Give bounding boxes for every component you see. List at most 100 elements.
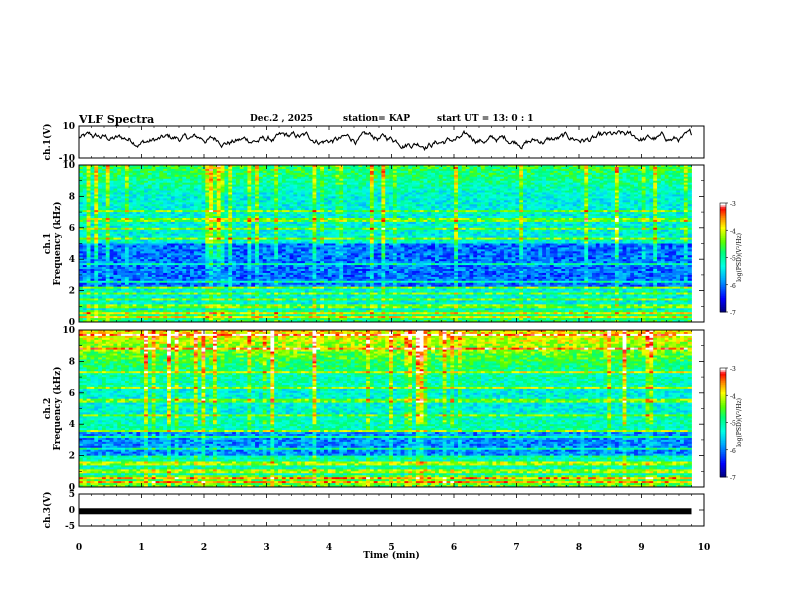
spectrogram-cell [101, 267, 107, 270]
spectrogram-cell [128, 206, 133, 209]
spectrogram-cell [117, 172, 122, 176]
spectrogram-cell [90, 243, 95, 246]
spectrogram-cell [128, 235, 133, 239]
spectrogram-cell [82, 176, 88, 180]
spectrogram-cell [98, 284, 103, 288]
spectrogram-cell [117, 247, 122, 250]
spectrogram-cell [79, 304, 84, 307]
spectrogram-cell [82, 200, 88, 203]
spectrogram-cell [147, 165, 153, 168]
spectrogram-cell [124, 214, 130, 217]
spectrogram-cell [121, 290, 126, 293]
spectrogram-cell [124, 314, 130, 317]
spectrogram-cell [101, 269, 107, 272]
spectrogram-cell [144, 212, 149, 215]
spectrogram-cell [90, 318, 95, 321]
spectrogram-cell [144, 269, 149, 272]
spectrogram-cell [159, 223, 164, 227]
spectrogram-cell [124, 239, 130, 242]
spectrogram-cell [121, 251, 126, 254]
spectrogram-cell [128, 318, 133, 321]
spectrogram-cell [136, 267, 141, 270]
spectrogram-cell [144, 274, 149, 278]
spectrogram-cell [121, 270, 126, 274]
spectrogram-cell [159, 241, 164, 244]
spectrogram-cell [147, 194, 153, 197]
spectrogram-cell [79, 253, 84, 256]
spectrogram-cell [128, 170, 133, 174]
spectrogram-cell [132, 172, 137, 176]
spectrogram-cell [90, 229, 95, 233]
spectrogram-cell [147, 186, 153, 189]
spectrogram-cell [86, 259, 91, 262]
spectrogram-cell [105, 292, 111, 295]
spectrogram-cell [90, 188, 95, 191]
spectrogram-cell [105, 192, 111, 195]
spectrogram-cell [98, 221, 103, 225]
spectrogram-cell [140, 219, 145, 223]
spectrogram-cell [144, 170, 149, 174]
spectrogram-cell [121, 302, 126, 305]
spectrogram-cell [140, 320, 145, 323]
spectrogram-cell [86, 239, 91, 242]
spectrogram-cell [82, 284, 88, 288]
spectrogram-cell [109, 198, 114, 201]
spectrogram-cell [147, 280, 153, 284]
spectrogram-cell [155, 308, 160, 311]
spectrogram-cell [79, 243, 84, 246]
spectrogram-cell [128, 296, 133, 299]
spectrogram-cell [124, 186, 130, 189]
spectrogram-cell [140, 296, 145, 299]
spectrogram-cell [105, 251, 111, 254]
spectrogram-cell [147, 272, 153, 276]
spectrogram-cell [128, 272, 133, 276]
spectrogram-cell [121, 225, 126, 229]
spectrogram-cell [151, 318, 156, 321]
spectrogram-cell [113, 172, 118, 176]
spectrogram-cell [105, 198, 111, 201]
spectrogram-cell [101, 253, 107, 256]
spectrogram-cell [94, 237, 99, 240]
spectrogram-cell [124, 190, 130, 193]
spectrogram-cell [128, 282, 133, 286]
spectrogram-cell [94, 249, 99, 252]
spectrogram-cell [147, 217, 153, 221]
spectrogram-cell [151, 257, 156, 260]
spectrogram-cell [90, 172, 95, 176]
spectrogram-cell [159, 249, 164, 252]
spectrogram-cell [155, 312, 160, 315]
spectrogram-cell [140, 292, 145, 295]
spectrogram-cell [124, 265, 130, 268]
spectrogram-cell [94, 219, 99, 223]
spectrogram-cell [79, 265, 84, 268]
spectrogram-cell [105, 320, 111, 323]
chart-title: VLF Spectra [79, 113, 154, 126]
spectrogram-cell [113, 257, 118, 260]
spectrogram-cell [151, 166, 156, 170]
spectrogram-cell [117, 210, 122, 213]
spectrogram-cell [140, 204, 145, 207]
spectrogram-cell [98, 176, 103, 180]
spectrogram-cell [124, 249, 130, 252]
spectrogram-cell [101, 206, 107, 209]
spectrogram-cell [121, 194, 126, 197]
spectrogram-cell [98, 245, 103, 248]
spectrogram-cell [90, 216, 95, 219]
spectrogram-cell [105, 316, 111, 319]
spectrogram-cell [124, 276, 130, 280]
spectrogram-cell [90, 255, 95, 258]
spectrogram-cell [147, 261, 153, 264]
spectrogram-cell [101, 292, 107, 295]
spectrogram-cell [136, 278, 141, 282]
spectrogram-cell [155, 318, 160, 321]
spectrogram-cell [136, 261, 141, 264]
spectrogram-cell [124, 318, 130, 321]
spectrogram-cell [147, 231, 153, 235]
spectrogram-cell [113, 184, 118, 187]
spectrogram-cell [98, 206, 103, 209]
spectrogram-cell [159, 247, 164, 250]
spectrogram-cell [82, 257, 88, 260]
spectrogram-cell [98, 265, 103, 268]
spectrogram-cell [98, 274, 103, 278]
spectrogram-cell [124, 229, 130, 233]
